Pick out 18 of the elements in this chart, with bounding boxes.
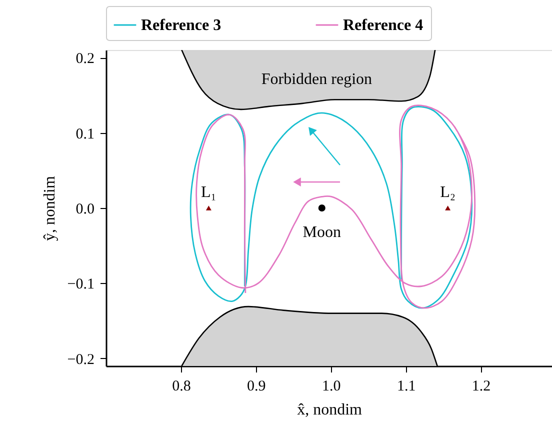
y-axis-title: ŷ, nondim bbox=[41, 176, 58, 241]
y-tick-label: 0.0 bbox=[76, 202, 94, 218]
legend-label: Reference 4 bbox=[343, 17, 424, 34]
x-tick-label: 1.1 bbox=[396, 378, 416, 394]
y-tick-label: −0.2 bbox=[67, 352, 94, 368]
x-tick-label: 1.0 bbox=[322, 378, 341, 394]
y-tick-label: −0.1 bbox=[67, 276, 94, 293]
legend-label: Reference 3 bbox=[141, 17, 222, 34]
x-axis-title: x̂, nondim bbox=[297, 402, 362, 418]
y-tick-label: 0.2 bbox=[76, 51, 94, 68]
series-label: L₁ bbox=[201, 184, 216, 201]
series-label: Moon bbox=[302, 224, 341, 241]
y-tick-label: 0.1 bbox=[76, 126, 94, 142]
x-tick-label: 0.9 bbox=[247, 378, 266, 394]
series-label: L₂ bbox=[440, 184, 456, 201]
x-tick-label: 1.2 bbox=[472, 378, 491, 394]
series-label: Forbidden region bbox=[261, 70, 372, 88]
x-tick-label: 0.8 bbox=[172, 378, 191, 394]
